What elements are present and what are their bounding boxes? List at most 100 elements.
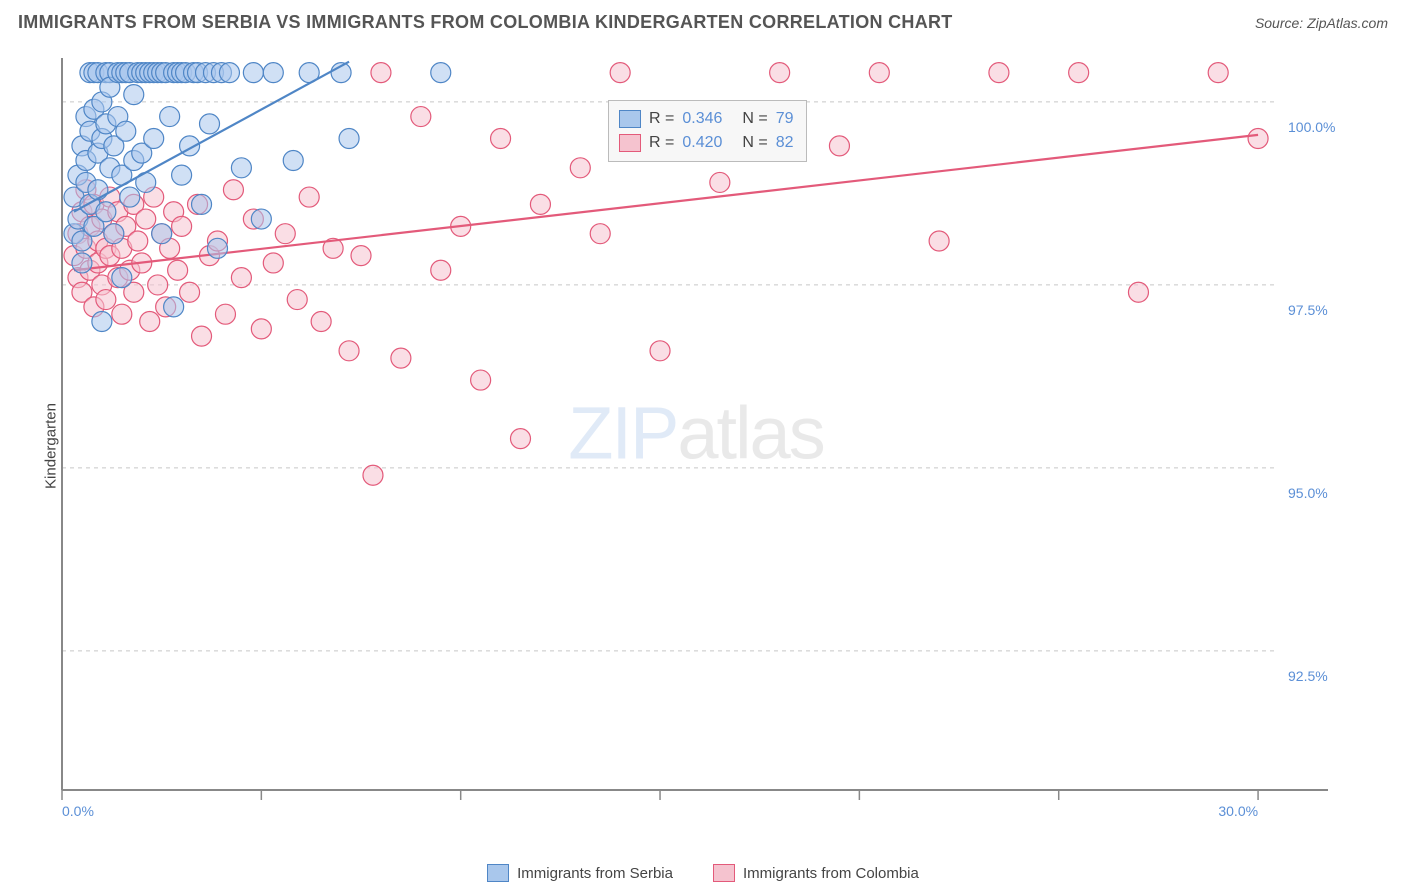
- legend-r-label: R =: [649, 131, 674, 155]
- data-point: [148, 275, 168, 295]
- chart-title: IMMIGRANTS FROM SERBIA VS IMMIGRANTS FRO…: [18, 12, 953, 33]
- x-tick-label: 30.0%: [1218, 803, 1258, 818]
- data-point: [283, 150, 303, 170]
- y-tick-label: 92.5%: [1288, 668, 1328, 684]
- data-point: [431, 63, 451, 83]
- data-point: [231, 268, 251, 288]
- legend-swatch-colombia: [713, 864, 735, 882]
- legend-swatch-colombia: [619, 134, 641, 152]
- legend-swatch-serbia: [619, 110, 641, 128]
- data-point: [829, 136, 849, 156]
- data-point: [231, 158, 251, 178]
- data-point: [164, 297, 184, 317]
- data-point: [287, 290, 307, 310]
- data-point: [471, 370, 491, 390]
- data-point: [263, 63, 283, 83]
- legend-r-label: R =: [649, 107, 674, 131]
- legend-n-label: N =: [742, 131, 767, 155]
- legend-n-colombia: 82: [776, 131, 794, 155]
- data-point: [251, 319, 271, 339]
- data-point: [88, 180, 108, 200]
- data-point: [120, 187, 140, 207]
- data-point: [431, 260, 451, 280]
- legend-r-serbia: 0.346: [682, 107, 722, 131]
- data-point: [112, 268, 132, 288]
- correlation-legend: R = 0.346 N = 79 R = 0.420 N = 82: [608, 100, 807, 162]
- data-point: [510, 429, 530, 449]
- legend-row-colombia: R = 0.420 N = 82: [619, 131, 794, 155]
- data-point: [590, 224, 610, 244]
- data-point: [96, 290, 116, 310]
- data-point: [275, 224, 295, 244]
- legend-row-serbia: R = 0.346 N = 79: [619, 107, 794, 131]
- data-point: [650, 341, 670, 361]
- data-point: [104, 224, 124, 244]
- data-point: [219, 63, 239, 83]
- plot-area: ZIPatlas 100.0%97.5%95.0%92.5%0.0%30.0% …: [48, 48, 1344, 818]
- series-legend: Immigrants from Serbia Immigrants from C…: [0, 864, 1406, 882]
- data-point: [140, 312, 160, 332]
- data-point: [207, 238, 227, 258]
- data-point: [116, 121, 136, 141]
- legend-n-label: N =: [742, 107, 767, 131]
- data-point: [1128, 282, 1148, 302]
- series-legend-serbia: Immigrants from Serbia: [487, 864, 673, 882]
- data-point: [530, 194, 550, 214]
- data-point: [144, 129, 164, 149]
- data-point: [160, 107, 180, 127]
- series-serbia: [64, 63, 451, 332]
- legend-n-serbia: 79: [776, 107, 794, 131]
- data-point: [363, 465, 383, 485]
- data-point: [339, 341, 359, 361]
- series-legend-colombia: Immigrants from Colombia: [713, 864, 919, 882]
- data-point: [192, 326, 212, 346]
- data-point: [215, 304, 235, 324]
- data-point: [172, 165, 192, 185]
- y-tick-label: 95.0%: [1288, 485, 1328, 501]
- data-point: [263, 253, 283, 273]
- legend-r-colombia: 0.420: [682, 131, 722, 155]
- data-point: [1208, 63, 1228, 83]
- data-point: [929, 231, 949, 251]
- data-point: [371, 63, 391, 83]
- data-point: [128, 231, 148, 251]
- series-label-colombia: Immigrants from Colombia: [743, 865, 919, 882]
- data-point: [299, 187, 319, 207]
- data-point: [570, 158, 590, 178]
- data-point: [989, 63, 1009, 83]
- data-point: [491, 129, 511, 149]
- y-tick-label: 100.0%: [1288, 119, 1335, 135]
- data-point: [223, 180, 243, 200]
- data-point: [136, 209, 156, 229]
- scatter-chart-svg: 100.0% 97.5% 95.0% 92.5% 0.0% 30.0%: [48, 48, 1344, 818]
- data-point: [180, 282, 200, 302]
- data-point: [351, 246, 371, 266]
- data-point: [869, 63, 889, 83]
- data-point: [172, 216, 192, 236]
- data-point: [168, 260, 188, 280]
- data-point: [770, 63, 790, 83]
- data-point: [391, 348, 411, 368]
- data-point: [251, 209, 271, 229]
- data-point: [339, 129, 359, 149]
- series-label-serbia: Immigrants from Serbia: [517, 865, 673, 882]
- data-point: [92, 312, 112, 332]
- data-point: [152, 224, 172, 244]
- data-point: [112, 304, 132, 324]
- data-point: [311, 312, 331, 332]
- data-point: [200, 114, 220, 134]
- data-point: [710, 172, 730, 192]
- chart-source: Source: ZipAtlas.com: [1255, 15, 1388, 31]
- x-tick-label: 0.0%: [62, 803, 94, 818]
- data-point: [96, 202, 116, 222]
- data-point: [192, 194, 212, 214]
- legend-swatch-serbia: [487, 864, 509, 882]
- data-point: [411, 107, 431, 127]
- y-tick-label: 97.5%: [1288, 302, 1328, 318]
- data-point: [124, 85, 144, 105]
- data-point: [72, 253, 92, 273]
- data-point: [1248, 129, 1268, 149]
- data-point: [243, 63, 263, 83]
- data-point: [610, 63, 630, 83]
- data-point: [1069, 63, 1089, 83]
